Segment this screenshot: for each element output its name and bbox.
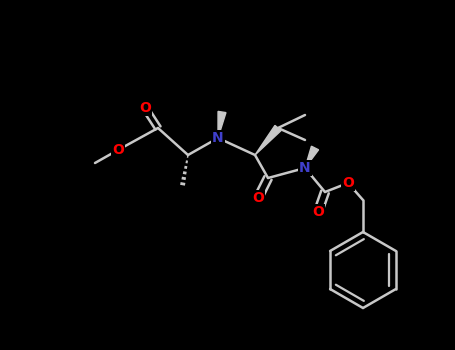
Text: O: O	[112, 143, 124, 157]
Polygon shape	[305, 146, 318, 168]
Text: O: O	[342, 176, 354, 190]
Text: O: O	[139, 101, 151, 115]
Text: O: O	[252, 191, 264, 205]
Text: N: N	[212, 131, 224, 145]
Polygon shape	[255, 125, 281, 155]
Text: O: O	[312, 205, 324, 219]
Polygon shape	[218, 111, 226, 138]
Text: N: N	[299, 161, 311, 175]
